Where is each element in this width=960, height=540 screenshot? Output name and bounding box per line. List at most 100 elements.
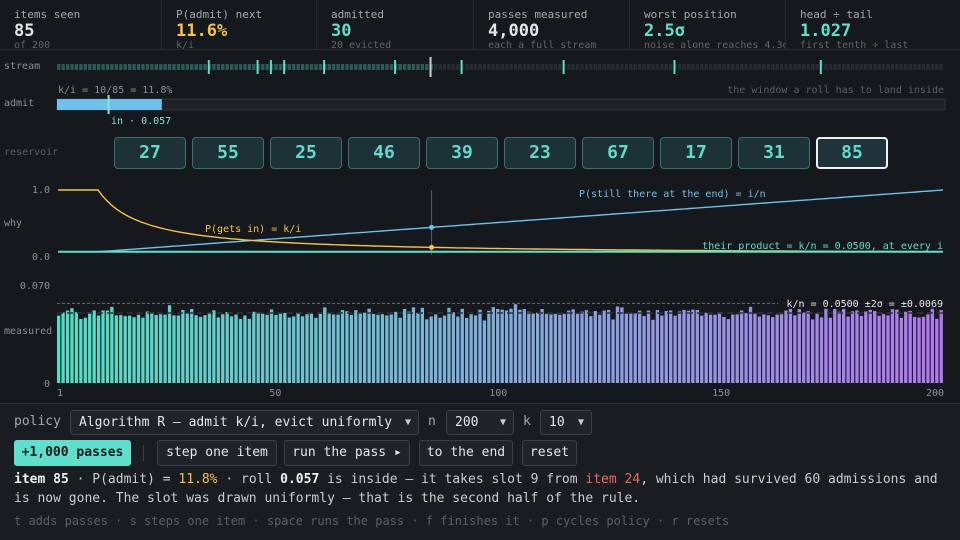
histogram-bar bbox=[673, 315, 677, 383]
stream-cell bbox=[868, 64, 873, 70]
log-victim: item 24 bbox=[585, 472, 641, 487]
histogram-bar bbox=[629, 313, 633, 383]
stream-cell bbox=[802, 64, 806, 70]
log-text: · P(admit) = bbox=[68, 472, 179, 487]
reset-button[interactable]: reset bbox=[522, 440, 577, 466]
histogram-bar bbox=[145, 311, 150, 383]
histogram-bar bbox=[744, 313, 748, 383]
stream-cell bbox=[292, 64, 296, 70]
stream-cell bbox=[123, 64, 127, 70]
n-select[interactable]: 200 ▼ bbox=[446, 410, 514, 435]
stream-cell bbox=[145, 64, 150, 70]
stream-cell bbox=[846, 64, 850, 70]
policy-select[interactable]: Algorithm R — admit k/i, evict uniformly… bbox=[70, 410, 419, 435]
histogram-bar bbox=[606, 309, 611, 383]
stream-cell bbox=[363, 64, 367, 70]
histogram-bar bbox=[855, 310, 859, 383]
stream-cell bbox=[411, 64, 416, 70]
log-item: item 85 bbox=[14, 472, 69, 487]
stream-cell bbox=[416, 64, 420, 70]
histogram-bar bbox=[487, 310, 491, 383]
histogram-bar bbox=[837, 311, 841, 383]
histogram-bar bbox=[748, 306, 753, 383]
stat-label: worst position bbox=[644, 8, 737, 21]
stream-admit-mark bbox=[269, 60, 272, 74]
histogram-bar bbox=[753, 313, 757, 383]
reservoir-slot: 67 bbox=[582, 137, 654, 169]
histogram-bar bbox=[762, 314, 766, 383]
histogram-bar bbox=[620, 307, 624, 383]
admit-window-caption: the window a roll has to land inside bbox=[727, 85, 944, 96]
histogram-bar bbox=[141, 317, 145, 383]
stream-cell bbox=[828, 64, 833, 70]
step-button[interactable]: step one item bbox=[157, 440, 277, 466]
stream-cell bbox=[637, 64, 642, 70]
roll-marker bbox=[107, 95, 110, 114]
k-select[interactable]: 10 ▼ bbox=[540, 410, 592, 435]
stream-cell bbox=[788, 64, 793, 70]
stream-cell bbox=[726, 64, 731, 70]
to-end-button[interactable]: to the end bbox=[419, 440, 513, 466]
histogram-bar bbox=[385, 315, 389, 383]
histogram-bar bbox=[899, 317, 903, 383]
histogram-bar bbox=[482, 320, 487, 383]
stream-cell bbox=[806, 64, 810, 70]
histogram-bar bbox=[265, 314, 269, 383]
k-value: 10 bbox=[549, 415, 565, 430]
stat-value: 85 bbox=[14, 21, 35, 41]
measured-histogram: 0.070 0 1 50 100 150 200 k/n = 0.0500 ±2σ = … bbox=[20, 281, 944, 399]
run-pass-button[interactable]: run the pass ▸ bbox=[284, 440, 410, 466]
histogram-bar bbox=[212, 310, 216, 383]
histogram-bar bbox=[442, 315, 447, 383]
stat-worst-position: worst position 2.5σ noise alone reaches … bbox=[630, 0, 786, 49]
n-value: 200 bbox=[455, 415, 479, 430]
stream-cell bbox=[553, 64, 558, 70]
histogram-bar bbox=[261, 313, 265, 383]
stream-cell bbox=[159, 64, 163, 70]
stream-cell bbox=[287, 64, 292, 70]
stream-admit-mark bbox=[460, 60, 463, 74]
histogram-bar bbox=[917, 317, 921, 383]
histogram-bar bbox=[784, 310, 788, 383]
stream-cell bbox=[935, 64, 939, 70]
log-text: · roll bbox=[217, 472, 281, 487]
stream-cell bbox=[753, 64, 757, 70]
log-text: , which had survived 60 admissions and i… bbox=[14, 472, 938, 506]
stream-admit-mark bbox=[394, 60, 397, 74]
histogram-bar bbox=[575, 313, 580, 383]
stream-cell bbox=[775, 64, 779, 70]
histogram-bar bbox=[797, 309, 801, 383]
stat-value: 4,000 bbox=[488, 21, 540, 41]
label-gets-in: P(gets in) = k/i bbox=[205, 224, 301, 235]
histogram-bar bbox=[651, 319, 655, 383]
stream-cell bbox=[96, 64, 101, 70]
histogram-bar bbox=[327, 312, 331, 383]
stream-cell bbox=[700, 64, 704, 70]
k-label: k bbox=[523, 414, 531, 429]
stream-cell bbox=[451, 64, 456, 70]
stream-cell bbox=[425, 64, 429, 70]
histogram-bar bbox=[70, 308, 74, 383]
histogram-bar bbox=[593, 311, 597, 383]
stream-admit-mark bbox=[673, 60, 676, 74]
histogram-bar bbox=[700, 315, 704, 383]
stream-cell bbox=[194, 64, 198, 70]
stream-cell bbox=[203, 64, 207, 70]
stream-cell bbox=[824, 64, 828, 70]
stream-cell bbox=[70, 64, 74, 70]
histogram-bar bbox=[159, 314, 163, 383]
stat-sub: k/i bbox=[176, 40, 195, 50]
add-passes-button[interactable]: +1,000 passes bbox=[14, 440, 131, 466]
stream-cell bbox=[101, 64, 105, 70]
why-y-top: 1.0 bbox=[32, 185, 50, 196]
stat-admitted: admitted 30 20 evicted bbox=[317, 0, 474, 49]
stat-value: 2.5σ bbox=[644, 21, 685, 41]
histogram-bar bbox=[912, 316, 917, 383]
histogram-bar bbox=[504, 310, 509, 383]
histogram-bar bbox=[788, 307, 793, 383]
stream-cell bbox=[580, 64, 584, 70]
histogram-bar bbox=[92, 310, 96, 383]
event-log: item 85 · P(admit) = 11.8% · roll 0.057 … bbox=[14, 470, 949, 508]
lane-label-why: why bbox=[4, 218, 23, 229]
stat-p-admit: P(admit) next 11.6% k/i bbox=[162, 0, 317, 49]
